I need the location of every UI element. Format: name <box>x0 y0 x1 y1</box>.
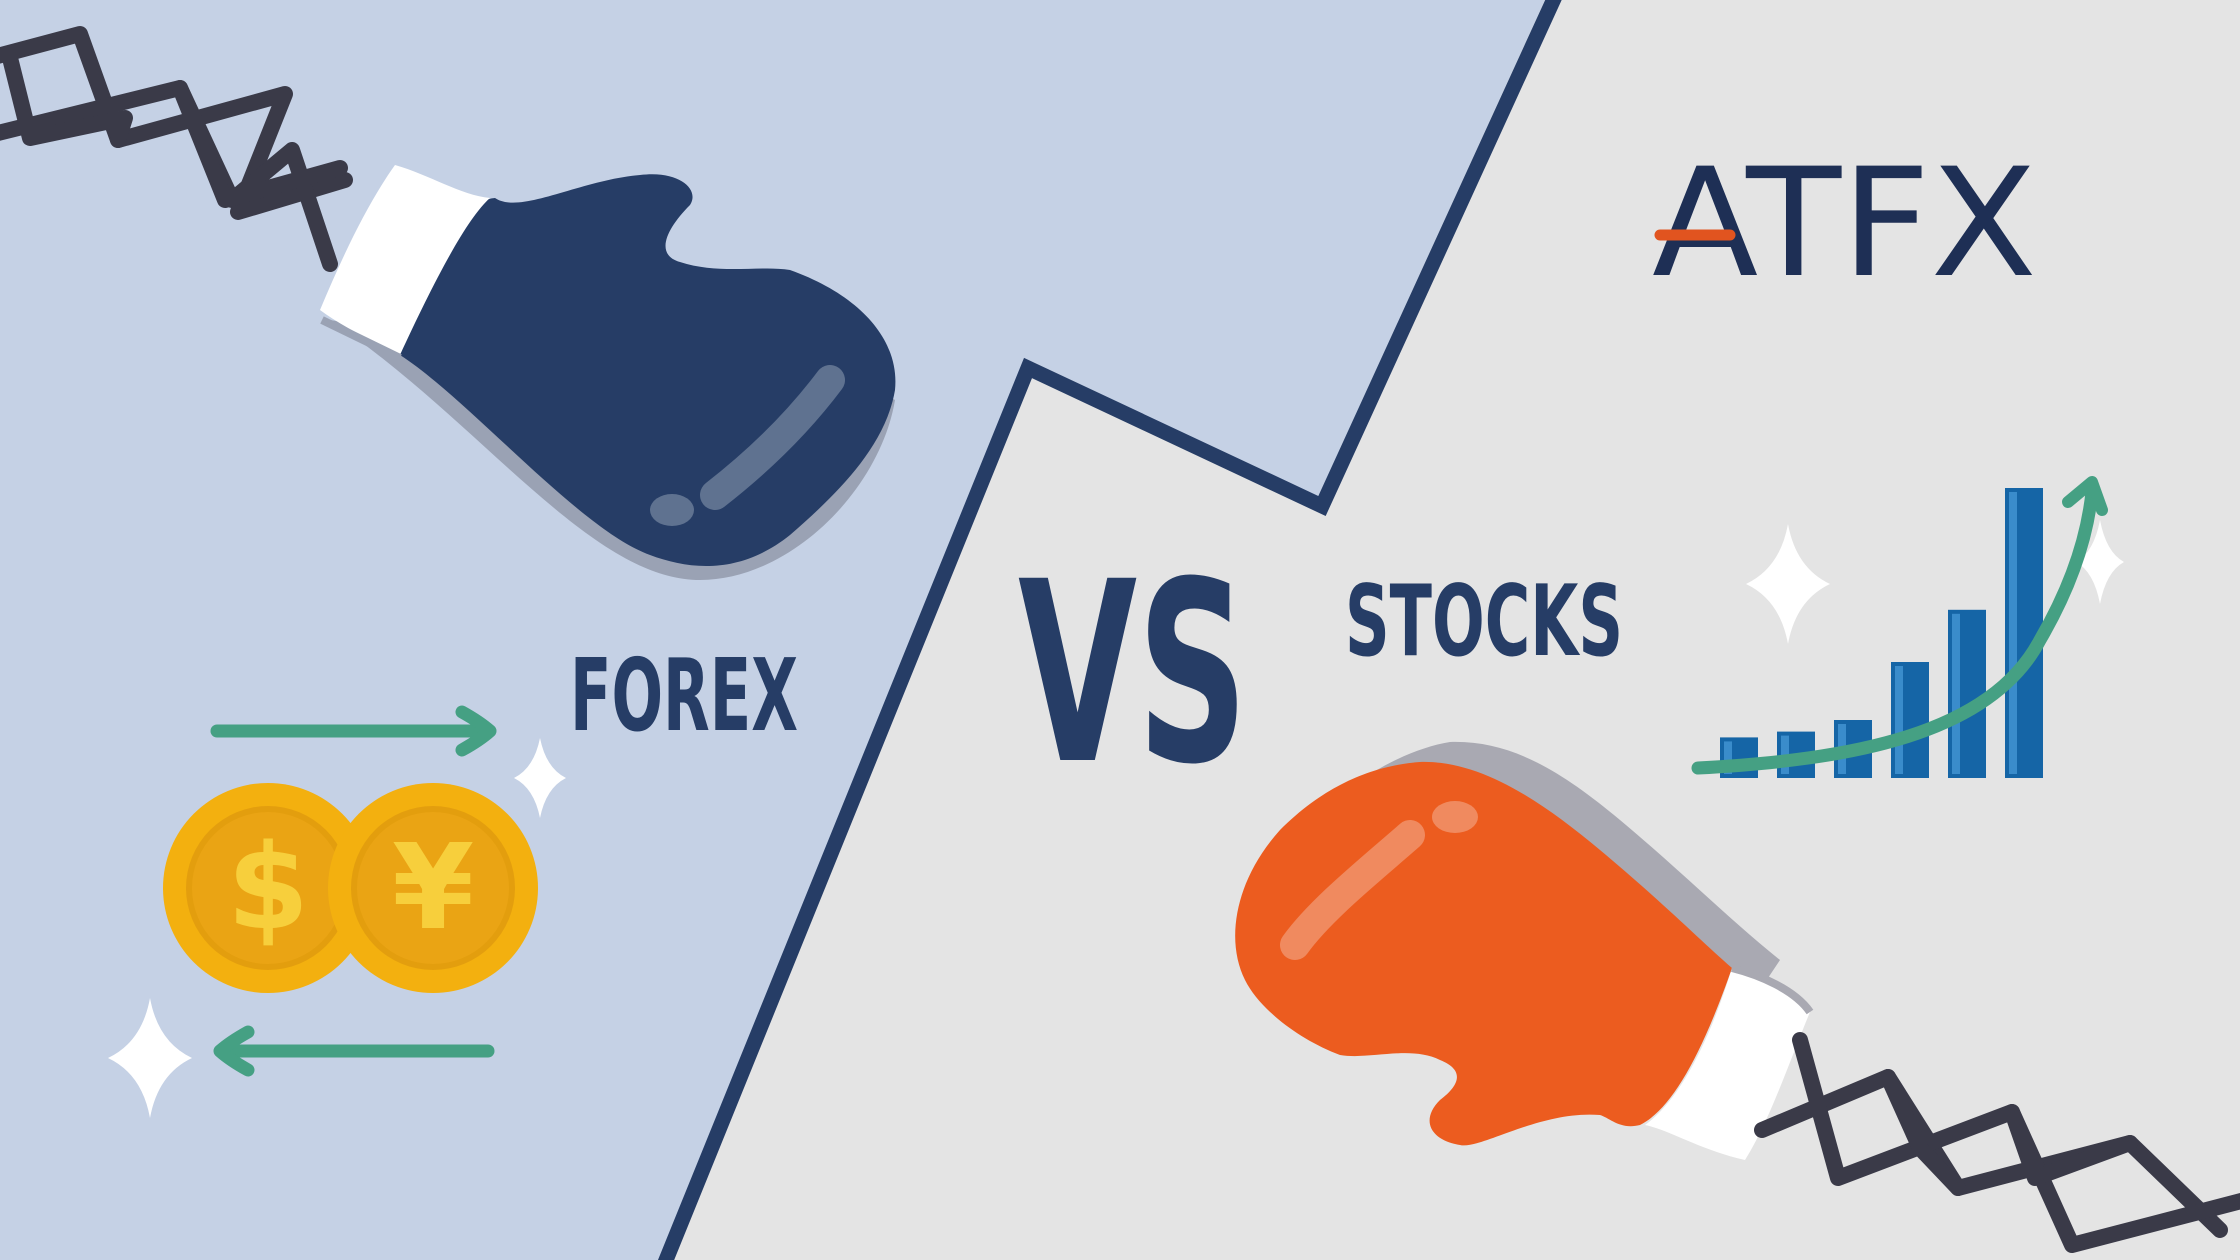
chart-bar-highlight <box>1724 741 1732 774</box>
stocks-label: STOCKS <box>1345 565 1623 679</box>
right-spring-arm-icon <box>1754 1032 2240 1253</box>
chart-bar-highlight <box>1952 613 1960 774</box>
brand-name: ATFX <box>1652 137 2037 311</box>
sparkle-icon <box>1746 524 1830 644</box>
dollar-symbol: $ <box>227 818 309 956</box>
arrow-right-icon <box>210 705 497 757</box>
vs-label: VS <box>1018 528 1248 819</box>
chart-bar-highlight <box>1895 666 1903 774</box>
yen-coin-icon: ¥ <box>328 783 538 993</box>
sparkle-icons <box>108 520 2124 1118</box>
sparkle-icon <box>2076 520 2124 604</box>
yen-symbol: ¥ <box>392 818 474 956</box>
atfx-logo: ATFX <box>1652 137 2037 311</box>
sparkle-icon <box>514 738 566 818</box>
chart-bar-highlight <box>2009 492 2017 774</box>
navy-boxing-glove-icon <box>320 165 896 580</box>
trend-line <box>1691 485 2099 775</box>
forex-label: FOREX <box>570 637 798 754</box>
arrow-left-icon <box>213 1025 495 1077</box>
growth-chart-icon <box>1691 476 2108 778</box>
left-spring-arm-icon <box>0 26 353 272</box>
sparkle-icon <box>108 998 192 1118</box>
trend-arrowhead <box>2062 476 2108 516</box>
zigzag-divider <box>657 0 1562 1260</box>
orange-boxing-glove-icon <box>1235 741 1814 1160</box>
dollar-coin-icon: $ <box>163 783 373 993</box>
